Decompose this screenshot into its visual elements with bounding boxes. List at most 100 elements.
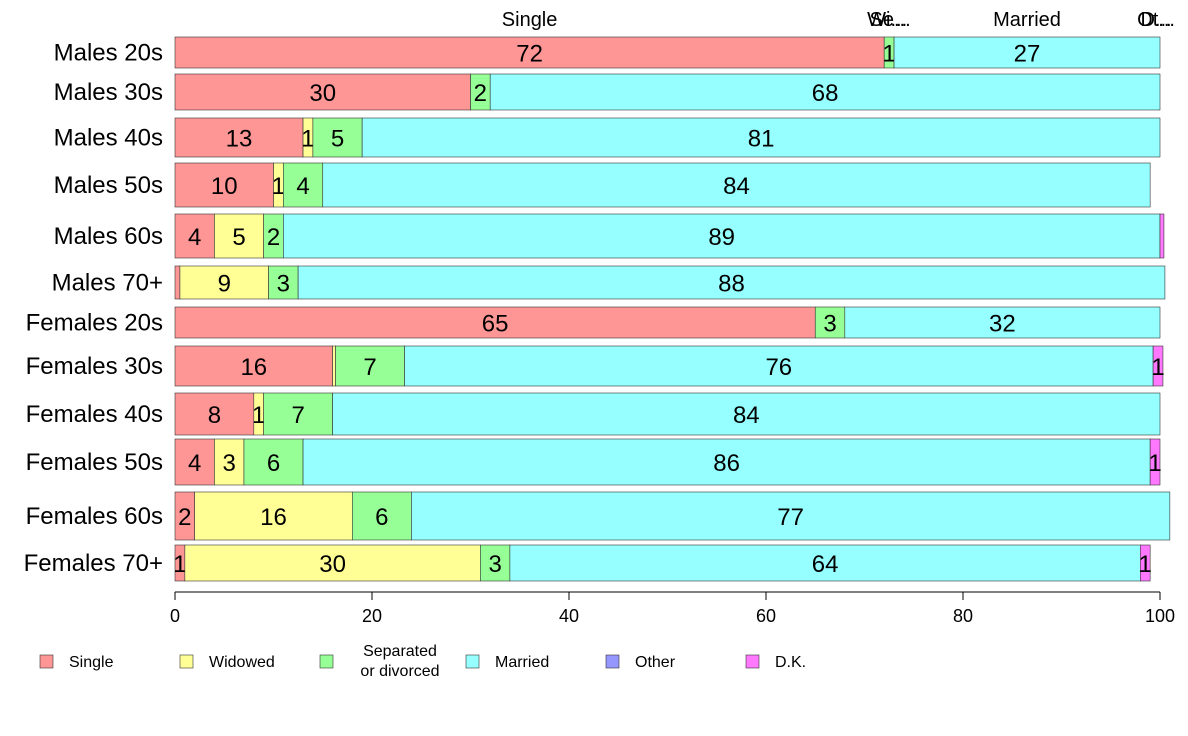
legend-label: Married [495,654,549,671]
category-label: Males 20s [54,40,163,67]
bar-row-males-50s: 10 1 4 84 [174,162,1151,208]
bar-row-females-20s: 65 3 32 [174,306,1161,339]
bar-value-label: 84 [733,402,760,429]
bar-value-label: 5 [331,126,344,153]
bar-value-label: 4 [296,173,309,200]
category-labels-group: Males 20s Males 30s Males 40s Males 50s Male… [24,40,163,578]
bar-value-label: 4 [188,450,201,477]
category-label: Males 40s [54,125,163,152]
bar-segment-married [893,36,1161,69]
bar-segment-d-k [1159,213,1165,259]
bar-value-label: 76 [765,354,792,381]
bar-segment-married [404,345,1154,387]
bar-row-females-70: 1 30 3 64 1 [173,544,1152,582]
bar-row-females-30s: 16 7 76 1 [174,345,1165,387]
category-label: Females 30s [26,353,163,380]
bar-value-label: 88 [718,271,745,298]
bar-value-label: 7 [291,402,304,429]
bar-segment-separated-or-divorced [243,438,304,486]
legend-label: Single [69,654,114,671]
bar-value-label: 1 [882,41,895,68]
bar-value-label: 6 [375,504,388,531]
top-label-wi: Wi... [867,9,907,31]
bar-segment-single [174,345,333,387]
bar-segment-single [174,36,885,69]
bar-segment-separated-or-divorced [351,491,412,541]
bar-value-label: 30 [319,551,346,578]
legend-swatch [745,654,760,669]
bar-value-label: 1 [1148,450,1161,477]
bar-value-label: 89 [708,224,735,251]
legend-item-single: Single [39,654,114,671]
bar-segment-married [322,162,1151,208]
legend-item-d-k: D.K. [745,654,806,671]
category-label: Males 50s [54,172,163,199]
bar-value-label: 65 [482,311,509,338]
bar-value-label: 13 [226,126,253,153]
bar-segment-single [174,213,215,259]
top-label-se: Se... [870,9,911,31]
bar-segment-d-k [1152,345,1164,387]
top-label-married: Married [993,9,1061,31]
bar-segment-widowed [214,213,264,259]
bar-segment-married [297,265,1166,300]
legend-label: Separated or divorced [360,643,439,680]
bar-segment-widowed [332,345,336,387]
x-tick-label: 60 [756,606,776,626]
bar-segment-separated-or-divorced [814,306,846,339]
bar-value-label: 68 [812,80,839,107]
category-label: Females 60s [26,503,163,530]
bar-value-label: 1 [252,402,265,429]
x-tick-label: 20 [362,606,382,626]
x-tick-label: 100 [1145,606,1175,626]
bar-value-label: 72 [516,41,543,68]
bar-value-label: 30 [309,80,336,107]
bar-segment-married [489,73,1161,111]
bar-value-label: 1 [272,173,285,200]
bar-value-label: 84 [723,173,750,200]
bar-value-label: 1 [173,551,186,578]
legend-swatch [179,654,194,669]
bar-value-label: 6 [267,450,280,477]
bar-segment-married [411,491,1171,541]
bar-value-label: 1 [1139,551,1152,578]
bar-value-label: 3 [823,311,836,338]
bar-value-label: 16 [240,354,267,381]
bar-segment-single [174,438,215,486]
legend-item-married: Married [465,654,549,671]
category-label: Males 30s [54,79,163,106]
bar-value-label: 27 [1014,41,1041,68]
legend-label: D.K. [775,654,806,671]
category-label: Males 70+ [52,270,163,297]
legend-label: Widowed [209,654,275,671]
bar-row-males-60s: 4 5 2 89 [174,213,1165,259]
bar-segment-widowed [179,265,269,300]
legend-item-widowed: Widowed [179,654,275,671]
bar-segment-married [302,438,1151,486]
bar-value-label: 4 [188,224,201,251]
top-labels-group: Single Wi...Se... Married Ot...D... [502,9,1175,31]
category-label: Females 70+ [24,550,163,577]
category-label: Females 20s [26,310,163,337]
bar-segment-married [332,392,1161,436]
bar-segment-single [174,265,181,300]
bar-segment-married [283,213,1161,259]
bar-value-label: 9 [218,271,231,298]
bar-value-label: 3 [277,271,290,298]
bar-value-label: 2 [474,80,487,107]
bar-segment-single [174,306,816,339]
bar-segment-separated-or-divorced [263,392,333,436]
bar-value-label: 3 [488,551,501,578]
legend-swatch [39,654,54,669]
bar-row-males-70: 9 3 88 [174,265,1166,300]
bar-segment-separated-or-divorced [283,162,324,208]
bar-value-label: 77 [777,504,804,531]
bar-value-label: 64 [812,551,839,578]
bar-row-males-30s: 30 2 68 [174,73,1161,111]
bar-segment-single [174,392,255,436]
bar-value-label: 7 [363,354,376,381]
bar-segment-married [361,117,1161,158]
